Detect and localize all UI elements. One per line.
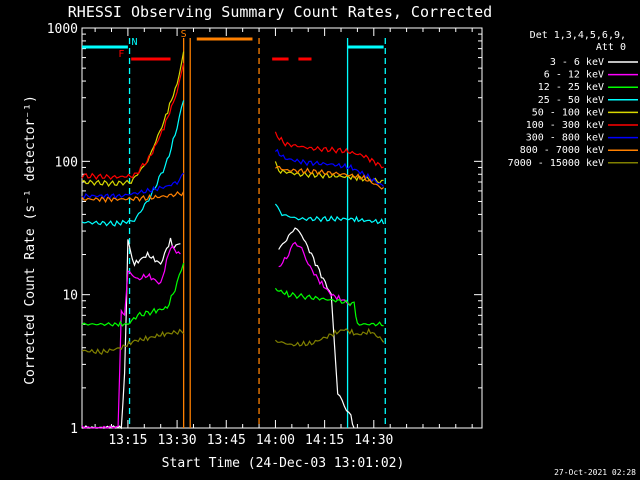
- x-axis-label: Start Time (24-Dec-03 13:01:02): [162, 456, 405, 471]
- series-line: [81, 190, 185, 204]
- series-line: [274, 203, 385, 225]
- series-line: [81, 172, 185, 200]
- y-tick-label: 1: [70, 422, 78, 437]
- series-line: [81, 245, 181, 429]
- legend-item: 100 - 300 keV: [526, 120, 604, 131]
- y-tick-label: 100: [55, 155, 78, 170]
- legend-item: 25 - 50 keV: [538, 95, 604, 106]
- x-tick-label: 14:30: [354, 433, 393, 448]
- series-line: [274, 287, 384, 327]
- legend-item: 7000 - 15000 keV: [508, 158, 604, 169]
- legend-item: 50 - 100 keV: [532, 107, 604, 118]
- series-line: [274, 131, 384, 169]
- legend-item: 12 - 25 keV: [538, 82, 604, 93]
- chart-title: RHESSI Observing Summary Count Rates, Co…: [68, 3, 492, 21]
- plot-frame: [81, 27, 483, 429]
- x-tick-label: 13:30: [158, 433, 197, 448]
- state-flag-label: F: [118, 49, 124, 60]
- series-line: [274, 327, 385, 347]
- x-tick-label: 13:15: [108, 433, 147, 448]
- y-tick-label: 1000: [47, 22, 78, 37]
- legend-item: 800 - 7000 keV: [520, 145, 604, 156]
- footer-date: 27-Oct-2021 02:28: [554, 468, 636, 477]
- legend-header: Att 0: [596, 42, 626, 53]
- legend-item: 3 - 6 keV: [550, 57, 604, 68]
- legend: Det 1,3,4,5,6,9,Att 0 3 - 6 keV 6 - 12 keV…: [508, 30, 638, 169]
- legend-item: 6 - 12 keV: [544, 70, 604, 81]
- series-line: [275, 165, 384, 190]
- series-line: [81, 328, 185, 355]
- y-tick-label: 10: [62, 289, 78, 304]
- series-line: [278, 241, 352, 306]
- series-line: [81, 100, 185, 227]
- x-tick-label: 14:00: [256, 433, 295, 448]
- series-line: [275, 148, 385, 187]
- series-line: [278, 227, 355, 429]
- legend-header: Det 1,3,4,5,6,9,: [530, 30, 626, 41]
- series-line: [81, 51, 185, 188]
- series-line: [81, 63, 185, 181]
- state-flag-label: S: [181, 29, 187, 40]
- plot-area: 1 10 100 1000 13:15 13:30 13:45 14:00 14:15 14:30…: [47, 22, 483, 448]
- state-flag-label: N: [131, 37, 137, 48]
- series-line: [81, 262, 185, 328]
- y-axis-label: Corrected Count Rate (s⁻¹ detector⁻¹): [23, 95, 38, 385]
- x-tick-label: 14:15: [305, 433, 344, 448]
- legend-item: 300 - 800 keV: [526, 133, 604, 144]
- x-tick-label: 13:45: [207, 433, 246, 448]
